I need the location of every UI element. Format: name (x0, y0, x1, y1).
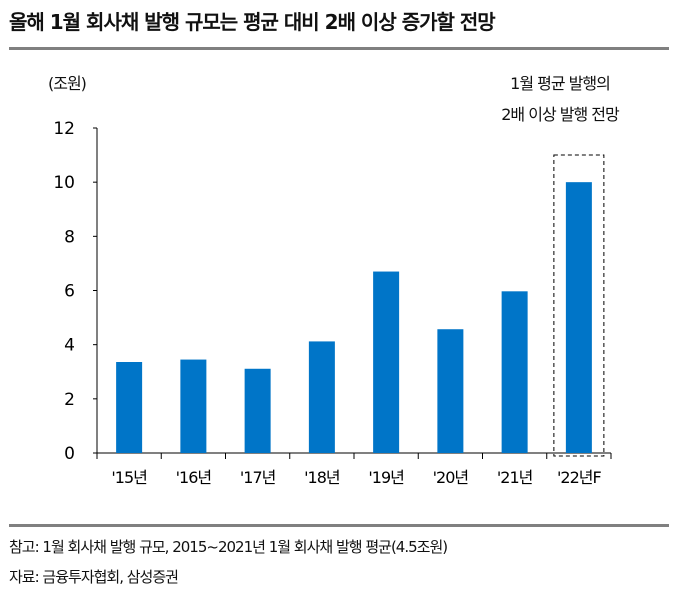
x-tick-label: '19년 (368, 468, 404, 487)
chart-title: 올해 1월 회사채 발행 규모는 평균 대비 2배 이상 증가할 전망 (9, 10, 496, 34)
y-tick-label: 2 (64, 390, 75, 410)
bar (501, 291, 528, 453)
y-tick-label: 10 (53, 173, 75, 193)
x-tick-label: '20년 (433, 468, 469, 487)
footer-note: 참고: 1월 회사채 발행 규모, 2015~2021년 1월 회사채 발행 평… (9, 538, 448, 556)
x-tick-label: '21년 (497, 468, 533, 487)
y-axis-unit: (조원) (48, 74, 87, 93)
footer-source: 자료: 금융투자협회, 삼성증권 (9, 568, 179, 586)
annotation-line-1: 1월 평균 발행의 (510, 74, 611, 93)
x-tick-label: '18년 (304, 468, 340, 487)
bar (116, 362, 143, 453)
y-tick-label: 12 (53, 119, 75, 139)
bar (373, 271, 400, 453)
footer-divider (9, 524, 669, 527)
y-tick-label: 0 (64, 444, 75, 464)
x-tick-label: '16년 (176, 468, 212, 487)
highlight-box (553, 154, 605, 457)
y-tick-label: 6 (64, 282, 75, 302)
x-tick-label: '22년F (557, 468, 601, 487)
y-tick-label: 4 (64, 336, 75, 356)
annotation-line-2: 2배 이상 발행 전망 (501, 105, 619, 124)
bar (308, 341, 335, 453)
title-divider (9, 47, 669, 50)
bar (437, 329, 464, 453)
bar (565, 182, 592, 453)
x-tick-label: '17년 (240, 468, 276, 487)
bar (244, 368, 271, 453)
annotation: 1월 평균 발행의 2배 이상 발행 전망 (470, 68, 650, 130)
y-tick-label: 8 (64, 227, 75, 247)
x-tick-label: '15년 (111, 468, 147, 487)
bar (180, 359, 207, 453)
